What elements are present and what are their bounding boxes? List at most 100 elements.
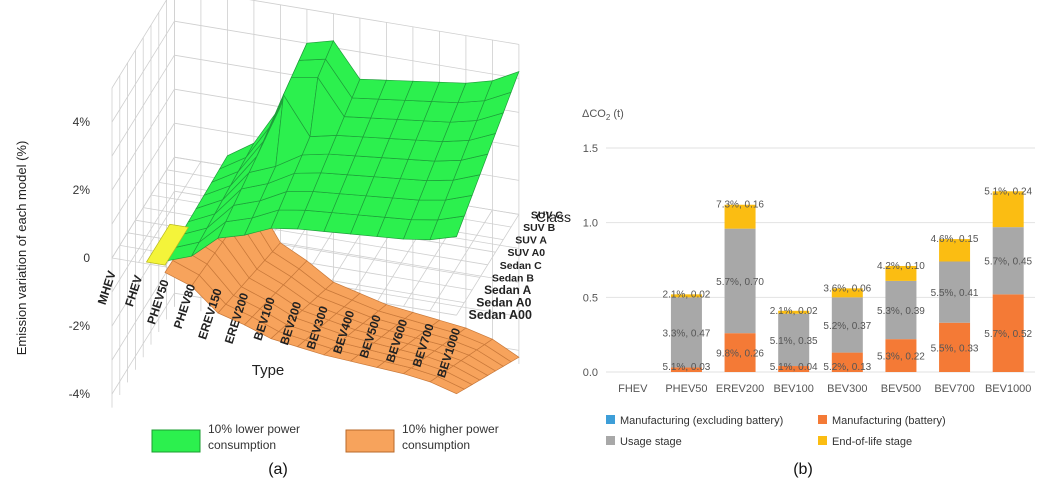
class-tick-label: SUV C bbox=[531, 209, 564, 221]
bar-segment bbox=[885, 280, 917, 340]
bar-data-label: 2.1%, 0.02 bbox=[663, 289, 711, 300]
legend-manuf-excl-label: Manufacturing (excluding battery) bbox=[620, 415, 783, 427]
z-tick-labels: 4% 2% 0 -2% -4% bbox=[69, 115, 91, 401]
legend-higher-line1: 10% higher power bbox=[402, 422, 499, 436]
bar-data-label: 5.7%, 0.45 bbox=[984, 257, 1032, 268]
x-tick-label: BEV100 bbox=[774, 383, 814, 395]
legend-manuf-batt-label: Manufacturing (battery) bbox=[832, 415, 946, 427]
x-tick-label: EREV200 bbox=[716, 383, 764, 395]
bar-segment bbox=[724, 228, 756, 334]
x-tick-label: PHEV80 bbox=[171, 282, 199, 330]
z-tick-label: -4% bbox=[69, 387, 91, 401]
bar-segment bbox=[831, 297, 863, 353]
class-tick-label: Sedan A00 bbox=[469, 308, 533, 322]
bar-data-label: 9.8%, 0.26 bbox=[716, 349, 764, 360]
legend-lower-swatch bbox=[151, 429, 201, 453]
bar-segment bbox=[831, 288, 863, 298]
bar-segment bbox=[670, 297, 702, 368]
x-tick-label: FHEV bbox=[618, 383, 648, 395]
bar-segment bbox=[724, 204, 756, 229]
bar-segment bbox=[939, 239, 971, 262]
bar-segment bbox=[670, 294, 702, 298]
bar-segment bbox=[831, 352, 863, 372]
x-tick-label: BEV700 bbox=[934, 383, 974, 395]
class-tick-label: Sedan A0 bbox=[476, 296, 531, 310]
bar-segment bbox=[992, 227, 1024, 295]
legend-manuf-batt-swatch bbox=[818, 415, 827, 424]
bar-segment bbox=[939, 322, 971, 372]
bar-segment bbox=[670, 367, 702, 372]
z-axis-label: Emission variation of each model (%) bbox=[14, 141, 29, 356]
bar-data-label: 5.5%, 0.33 bbox=[931, 343, 979, 354]
bar-data-label: 4.2%, 0.10 bbox=[877, 261, 925, 272]
legend-higher-line2: consumption bbox=[402, 438, 470, 452]
class-tick-label: SUV A bbox=[515, 235, 547, 247]
class-tick-label: SUV A0 bbox=[508, 247, 546, 259]
x-tick-label: FHEV bbox=[122, 274, 145, 309]
bar-segment bbox=[939, 261, 971, 323]
y-tick-label: 0.5 bbox=[583, 292, 598, 304]
panel-a-surface-chart: 4%2%0-2%-4% MHEV FHEVPHEV50PHEV80EREV150E… bbox=[14, 0, 571, 478]
x-tick-label: BEV300 bbox=[827, 383, 867, 395]
class-tick-label: SUV B bbox=[523, 222, 556, 234]
y-tick-label: 1.0 bbox=[583, 218, 598, 230]
x-tick-label: BEV500 bbox=[881, 383, 921, 395]
bar-data-label: 5.2%, 0.13 bbox=[823, 362, 871, 373]
bar-segment bbox=[778, 310, 810, 314]
legend-manuf-excl-swatch bbox=[606, 415, 615, 424]
x-tick-label: BEV1000 bbox=[985, 383, 1031, 395]
bar-segment bbox=[778, 313, 810, 367]
surface-cell bbox=[484, 71, 520, 102]
z-tick-label: 2% bbox=[73, 183, 91, 197]
class-tick-label: Sedan B bbox=[492, 272, 534, 284]
legend-usage-swatch bbox=[606, 436, 615, 445]
y-tick-label: 0.0 bbox=[583, 367, 598, 379]
caption-b: (b) bbox=[793, 461, 813, 478]
bar-data-label: 5.7%, 0.70 bbox=[716, 277, 764, 288]
z-tick-label: -2% bbox=[69, 319, 91, 333]
bar-data-label: 3.6%, 0.06 bbox=[823, 283, 871, 294]
legend-lower-line1: 10% lower power bbox=[208, 422, 300, 436]
panel-b-bar-chart: ΔCO2 (t) 0.0 0.5 1.0 1.5 5.1%, 0.03 3.3%, 0.… bbox=[582, 108, 1035, 478]
bar-stacks bbox=[670, 191, 1024, 372]
class-axis-label: Class bbox=[536, 209, 571, 225]
y-axis-title: ΔCO2 (t) bbox=[582, 108, 624, 122]
class-tick-label: Sedan C bbox=[500, 260, 542, 272]
bar-data-label: 5.1%, 0.24 bbox=[984, 186, 1032, 197]
z-tick-label: 0 bbox=[83, 251, 90, 265]
y-tick-label: 1.5 bbox=[583, 143, 598, 155]
bar-data-label: 5.1%, 0.35 bbox=[770, 336, 818, 347]
bar-segment bbox=[724, 333, 756, 372]
bar-data-label: 5.7%, 0.52 bbox=[984, 329, 1032, 340]
bar-segment bbox=[992, 294, 1024, 372]
bar-data-label: 5.2%, 0.37 bbox=[823, 321, 871, 332]
surface-cell bbox=[483, 338, 520, 363]
bar-data-label: 3.3%, 0.47 bbox=[663, 328, 711, 339]
legend-lower-line2: consumption bbox=[208, 438, 276, 452]
bar-data-label: 7.3%, 0.16 bbox=[716, 200, 764, 211]
bar-y-tick-labels: 0.0 0.5 1.0 1.5 bbox=[583, 143, 598, 379]
legend-higher-swatch bbox=[345, 429, 395, 453]
z-tick-label: 4% bbox=[73, 115, 91, 129]
bar-data-label: 5.3%, 0.39 bbox=[877, 306, 925, 317]
lower-consumption-surface bbox=[164, 40, 520, 262]
legend-eol-swatch bbox=[818, 436, 827, 445]
legend-eol-label: End-of-life stage bbox=[832, 436, 912, 448]
legend-usage-label: Usage stage bbox=[620, 436, 682, 448]
bar-data-label: 5.1%, 0.03 bbox=[663, 362, 711, 373]
class-tick-label: Sedan A bbox=[484, 283, 532, 297]
bar-data-label: 5.1%, 0.04 bbox=[770, 362, 818, 373]
bar-data-label: 2.1%, 0.02 bbox=[770, 306, 818, 317]
x-tick-label: MHEV bbox=[95, 269, 119, 306]
x-tick-label: PHEV50 bbox=[665, 383, 707, 395]
caption-a: (a) bbox=[268, 461, 288, 478]
bar-segment bbox=[992, 191, 1024, 228]
bar-data-labels: 5.1%, 0.03 3.3%, 0.47 2.1%, 0.02 9.8%, 0.26… bbox=[663, 186, 1033, 373]
bar-segment bbox=[778, 366, 810, 372]
bar-segment bbox=[885, 265, 917, 281]
bar-segment bbox=[885, 339, 917, 372]
bar-data-label: 5.3%, 0.22 bbox=[877, 352, 925, 363]
bar-data-label: 4.6%, 0.15 bbox=[931, 234, 979, 245]
